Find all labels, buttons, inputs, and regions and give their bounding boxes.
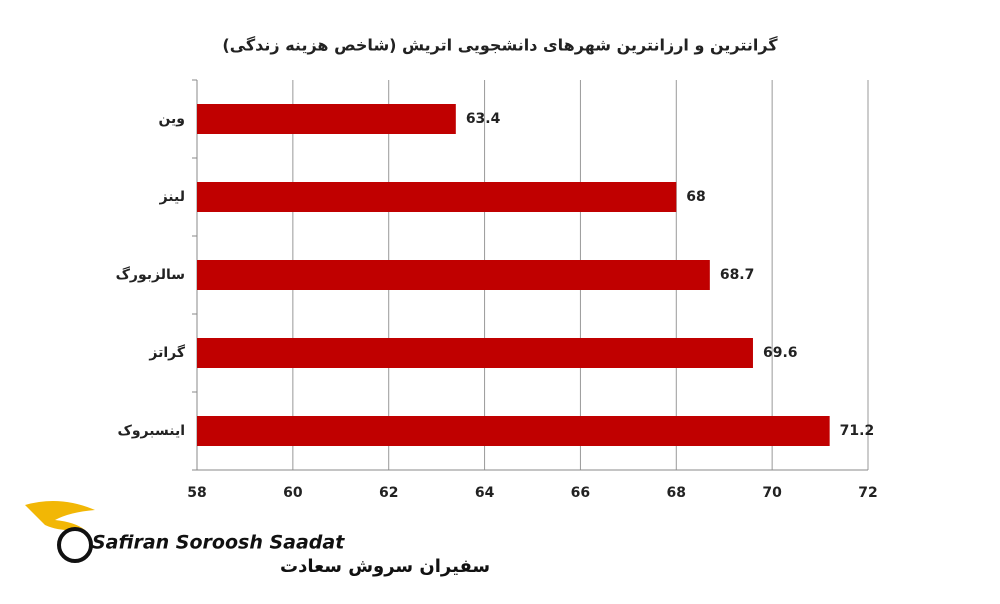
logo-persian: سفیران سروش سعادت: [280, 556, 490, 577]
x-tick-label: 58: [187, 485, 206, 501]
logo-ring: [57, 527, 93, 563]
logo-latin: Safiran Soroosh Saadat: [92, 532, 345, 554]
bar: [197, 260, 710, 290]
bar: [197, 416, 830, 446]
logo-wing: [25, 501, 95, 531]
bar: [197, 104, 456, 134]
x-tick-label: 70: [762, 485, 782, 501]
value-label: 71.2: [840, 423, 875, 439]
x-tick-label: 64: [475, 485, 495, 501]
x-tick-label: 72: [858, 485, 877, 501]
value-label: 63.4: [466, 111, 501, 127]
value-label: 69.6: [763, 345, 798, 361]
y-tick-label: گراتز: [148, 344, 185, 361]
y-tick-label: سالزبورگ: [116, 266, 185, 283]
bar: [197, 182, 677, 212]
y-tick-label: وین: [158, 111, 185, 127]
plot-area: 58 60 62 64 66 68 70 72 وین 63.4 لینز 68 سالزبورگ 68.…: [116, 79, 878, 501]
x-tick-label: 60: [283, 485, 303, 501]
x-tick-label: 68: [667, 485, 686, 501]
x-tick-label: 66: [571, 485, 590, 501]
y-tick-label: اینسبروک: [118, 423, 185, 439]
value-label: 68.7: [720, 267, 755, 283]
y-tick-label: لینز: [159, 189, 185, 205]
chart-title: گرانترین و ارزانترین شهرهای دانشجویی اتر…: [222, 36, 778, 55]
logo: Safiran Soroosh Saadat سفیران سروش سعادت: [25, 501, 490, 577]
bar: [197, 338, 753, 368]
value-label: 68: [686, 189, 705, 205]
x-tick-label: 62: [379, 485, 398, 501]
